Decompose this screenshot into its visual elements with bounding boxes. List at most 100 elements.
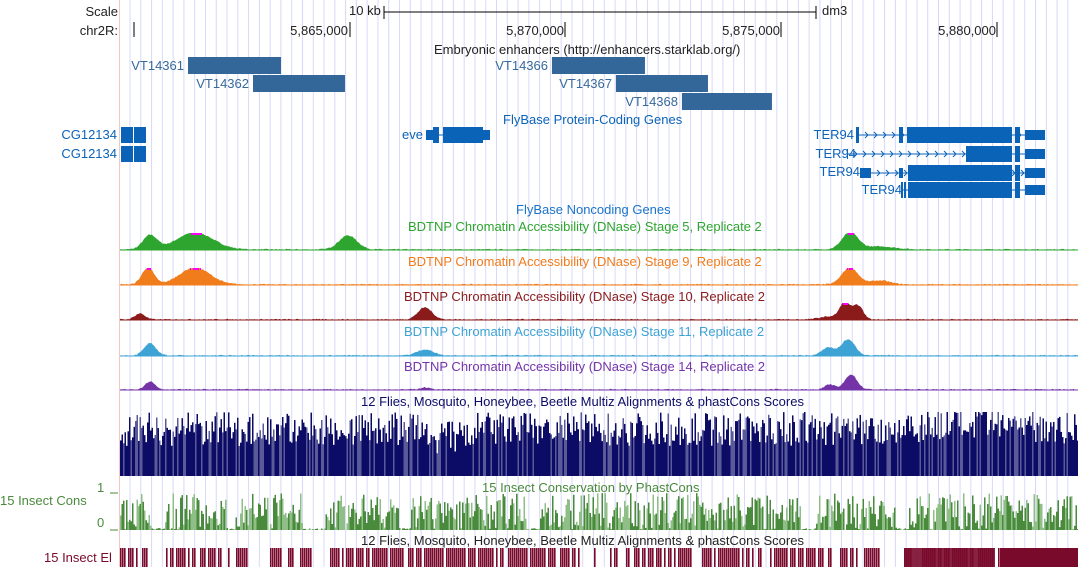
gene-label[interactable]: TER94 (813, 127, 854, 142)
gene-label[interactable]: TER94 (815, 146, 856, 161)
multiz-bar (909, 431, 911, 476)
multiz-bar (1005, 429, 1007, 476)
conserved-element (142, 548, 144, 567)
multiz-bar (991, 412, 993, 476)
track-title-dnase-stage10[interactable]: BDTNP Chromatin Accessibility (DNase) St… (404, 289, 766, 304)
multiz-bar (708, 420, 710, 476)
phastcons-bar (147, 522, 149, 530)
exon (134, 146, 146, 162)
conserved-element (680, 548, 682, 567)
phastcons-bar (184, 508, 186, 530)
gene-label[interactable]: CG12134 (61, 146, 117, 161)
enhancer-label[interactable]: VT14367 (559, 76, 612, 91)
phastcons-bar (838, 502, 840, 530)
track-title-dnase-stage9[interactable]: BDTNP Chromatin Accessibility (DNase) St… (408, 254, 762, 269)
phastcons-bar (579, 511, 581, 530)
conserved-element (998, 548, 1000, 567)
track-title-enhancers[interactable]: Embryonic enhancers (http://enhancers.st… (434, 42, 741, 57)
conserved-element (272, 548, 274, 567)
phastcons-bar (538, 528, 540, 530)
multiz-bar (751, 421, 753, 476)
phastcons-bar (1018, 500, 1020, 530)
phastcons-bar (328, 520, 330, 530)
gene-label[interactable]: eve (402, 127, 423, 142)
conserved-element (746, 548, 748, 567)
enhancer-label[interactable]: VT14361 (131, 58, 184, 73)
phastcons-bar (468, 503, 470, 530)
multiz-bar (937, 412, 939, 476)
multiz-bar (741, 439, 743, 476)
phastcons-bar (1032, 526, 1034, 530)
phastcons-bar (930, 529, 932, 530)
multiz-bar (867, 439, 869, 476)
track-title-phastcons[interactable]: 15 Insect Conservation by PhastCons (482, 480, 700, 495)
clipped-marker (198, 268, 199, 270)
conserved-element (480, 548, 482, 567)
track-title-dnase-stage5[interactable]: BDTNP Chromatin Accessibility (DNase) St… (408, 219, 762, 234)
phastcons-bar (925, 514, 927, 530)
multiz-bar (283, 427, 285, 476)
conserved-element (278, 548, 280, 567)
conserved-element (178, 548, 180, 567)
multiz-bar (1062, 437, 1064, 476)
phastcons-bar (936, 507, 938, 530)
multiz-bar (1008, 417, 1010, 476)
multiz-bar (612, 436, 614, 476)
conserved-element (472, 548, 474, 567)
multiz-bar (397, 444, 399, 476)
phastcons-bar (567, 498, 569, 530)
multiz-bar (864, 433, 866, 476)
multiz-bar (577, 429, 579, 476)
multiz-bar (379, 429, 381, 476)
phastcons-bar (835, 520, 837, 530)
gene-label[interactable]: TER94 (861, 182, 902, 197)
strand-arrow-icon (898, 150, 903, 158)
track-title-dnase-stage14[interactable]: BDTNP Chromatin Accessibility (DNase) St… (404, 359, 766, 374)
phastcons-bar (219, 523, 221, 530)
phastcons-bar (718, 503, 720, 530)
phastcons-bar (349, 516, 351, 530)
clipped-marker (196, 268, 197, 270)
multiz-bar (471, 435, 473, 476)
phastcons-bar (363, 494, 365, 530)
enhancer-label[interactable]: VT14366 (495, 58, 548, 73)
phastcons-bar (618, 518, 620, 530)
multiz-bar (456, 433, 458, 476)
multiz-bar (358, 414, 360, 476)
multiz-bar (217, 442, 219, 476)
multiz-bar (574, 430, 576, 476)
phastcons-bar (279, 500, 281, 530)
conserved-element (878, 548, 880, 567)
track-title-multiz[interactable]: 12 Flies, Mosquito, Honeybee, Beetle Mul… (361, 394, 804, 409)
conserved-element (360, 548, 362, 567)
multiz-bar (1006, 430, 1008, 476)
conserved-element (568, 548, 570, 567)
phastcons-bar (151, 528, 153, 530)
multiz-bar (1000, 420, 1002, 476)
strand-arrow-icon (885, 169, 890, 177)
elements-side-label[interactable]: 15 Insect El (44, 550, 112, 565)
phastcons-bar (507, 528, 509, 530)
phastcons-side-label[interactable]: 15 Insect Cons (0, 493, 87, 508)
phastcons-bar (547, 507, 549, 530)
phastcons-bar (933, 509, 935, 530)
multiz-bar (429, 442, 431, 476)
enhancer-label[interactable]: VT14368 (625, 94, 678, 109)
track-title-noncoding[interactable]: FlyBase Noncoding Genes (516, 202, 671, 217)
conserved-element (334, 548, 336, 567)
gene-label[interactable]: TER94 (819, 164, 860, 179)
phastcons-bar (229, 528, 231, 530)
track-title-dnase-stage11[interactable]: BDTNP Chromatin Accessibility (DNase) St… (404, 324, 765, 339)
enhancer-label[interactable]: VT14362 (196, 76, 249, 91)
phastcons-bar (744, 524, 746, 530)
conserved-element (218, 548, 220, 567)
phastcons-bar (166, 511, 168, 530)
track-title-protein-coding[interactable]: FlyBase Protein-Coding Genes (503, 112, 683, 127)
track-title-elements[interactable]: 12 Flies, Mosquito, Honeybee, Beetle Mul… (361, 533, 804, 548)
conserved-element (738, 548, 740, 567)
phastcons-bar (444, 502, 446, 530)
phastcons-bar (655, 513, 657, 530)
gene-label[interactable]: CG12134 (61, 127, 117, 142)
phastcons-bar (456, 504, 458, 530)
